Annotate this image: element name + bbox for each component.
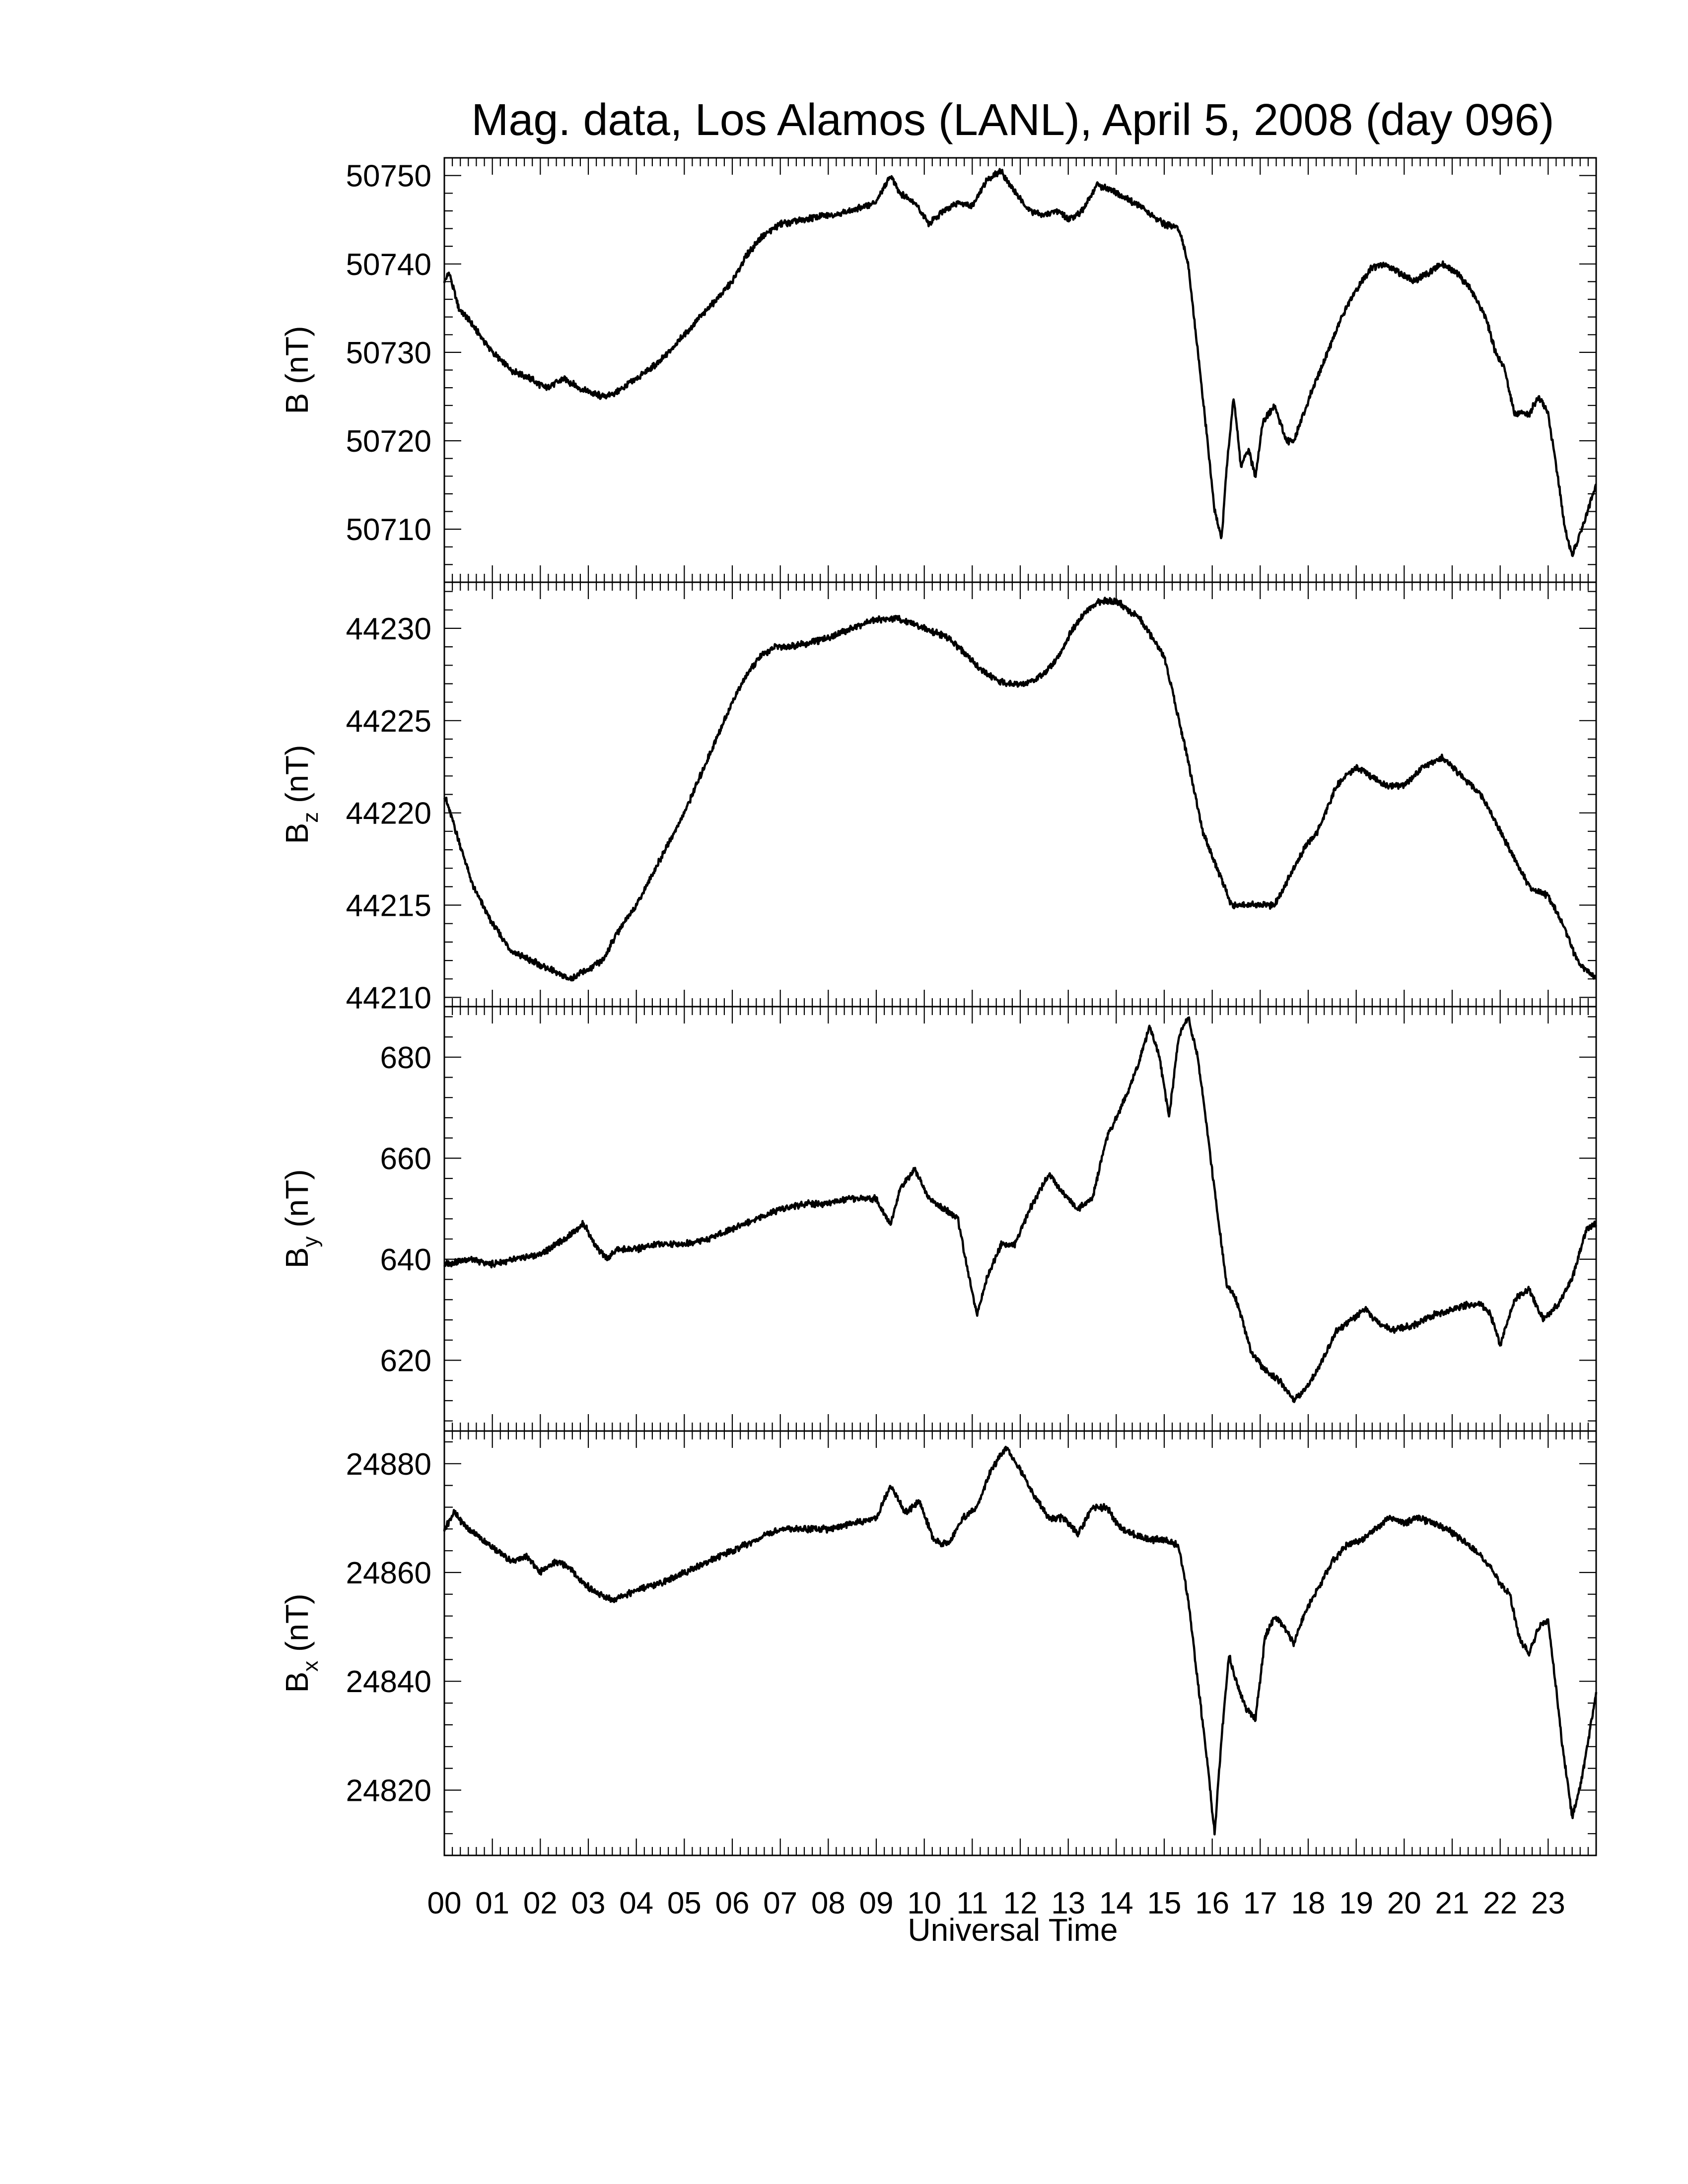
- series-line-Bz: [443, 597, 1597, 982]
- x-tick-label: 16: [1195, 1886, 1229, 1920]
- x-tick-label: 01: [475, 1886, 509, 1920]
- y-axis-label-main: B: [279, 393, 315, 414]
- y-tick-label: 44230: [346, 612, 431, 646]
- y-tick-label: 50740: [346, 248, 431, 282]
- y-ticks: [444, 1441, 1596, 1856]
- y-axis-label-unit: (nT): [279, 1169, 315, 1236]
- y-axis-label-main: B: [279, 823, 315, 844]
- y-tick-label: 24860: [346, 1556, 431, 1590]
- series-line-By: [443, 1016, 1598, 1403]
- y-tick-label: 640: [380, 1243, 431, 1277]
- y-axis-label-subscript: x: [298, 1661, 323, 1672]
- y-ticks: [444, 1016, 1596, 1422]
- panel-By: 620 640 660 680 By (nT): [279, 1006, 1598, 1432]
- x-tick-label: 19: [1339, 1886, 1373, 1920]
- y-axis-label-unit: (nT): [279, 326, 315, 393]
- x-tick-label: 08: [811, 1886, 845, 1920]
- y-tick-label: 24820: [346, 1774, 431, 1808]
- y-axis-label: Bx (nT): [279, 1594, 323, 1693]
- x-tick-label: 17: [1243, 1886, 1277, 1920]
- y-tick-label: 44225: [346, 704, 431, 739]
- x-tick-label: 04: [619, 1886, 653, 1920]
- y-ticks: [444, 591, 1596, 998]
- x-tick-label: 23: [1531, 1886, 1565, 1920]
- y-tick-label: 44210: [346, 981, 431, 1015]
- x-tick-label: 09: [859, 1886, 894, 1920]
- x-tick-label: 10: [907, 1886, 941, 1920]
- y-tick-label: 680: [380, 1041, 431, 1075]
- panel-Bx: 24820 24840 24860 24880 Bx (nT): [279, 1430, 1598, 1856]
- y-tick-label: 44215: [346, 889, 431, 923]
- figure-title: Mag. data, Los Alamos (LANL), April 5, 2…: [471, 95, 1554, 145]
- x-tick-label: 13: [1051, 1886, 1085, 1920]
- x-tick-label: 18: [1291, 1886, 1326, 1920]
- y-axis-label-main: B: [279, 1247, 315, 1269]
- y-tick-label: 24880: [346, 1447, 431, 1482]
- x-axis-label: Universal Time: [908, 1912, 1118, 1948]
- y-axis-label-unit: (nT): [279, 745, 315, 812]
- x-tick-label: 22: [1483, 1886, 1517, 1920]
- y-tick-label: 660: [380, 1142, 431, 1176]
- y-axis-label-subscript: y: [298, 1236, 323, 1247]
- x-tick-labels: 00 01 02 03 04 05 06 07 08 09 10 11 12 13 14 15 16 17 18 19…: [427, 1886, 1565, 1920]
- x-tick-label: 05: [667, 1886, 702, 1920]
- x-tick-label: 20: [1387, 1886, 1421, 1920]
- x-tick-label: 11: [956, 1886, 988, 1920]
- y-tick-label: 50720: [346, 424, 431, 459]
- x-tick-label: 14: [1099, 1886, 1133, 1920]
- x-tick-label: 00: [427, 1886, 462, 1920]
- series-line-B: [443, 168, 1597, 557]
- y-axis-label: By (nT): [279, 1169, 323, 1269]
- x-tick-label: 02: [523, 1886, 558, 1920]
- x-tick-label: 21: [1435, 1886, 1470, 1920]
- y-axis-label-subscript: z: [298, 812, 323, 823]
- x-ticks: [443, 158, 1597, 582]
- y-tick-label: 44220: [346, 797, 431, 831]
- x-ticks: [443, 1431, 1597, 1855]
- y-tick-label: 620: [380, 1344, 431, 1378]
- y-axis-label-main: B: [279, 1672, 315, 1693]
- y-tick-label: 24840: [346, 1665, 431, 1699]
- x-ticks: [443, 1007, 1597, 1431]
- y-tick-label: 50710: [346, 513, 431, 547]
- y-tick-label: 50730: [346, 336, 431, 370]
- y-axis-label: Bz (nT): [279, 745, 323, 844]
- x-tick-label: 07: [763, 1886, 797, 1920]
- x-tick-label: 03: [571, 1886, 606, 1920]
- x-tick-label: 06: [715, 1886, 750, 1920]
- x-tick-label: 15: [1147, 1886, 1182, 1920]
- y-axis-label-unit: (nT): [279, 1594, 315, 1661]
- y-axis-label: B (nT): [279, 326, 315, 414]
- panels: 50710 50720 50730 50740 50750 B (nT) 44210 4421…: [279, 157, 1598, 1856]
- y-tick-label: 50750: [346, 159, 431, 194]
- x-ticks: [443, 582, 1597, 1007]
- x-tick-label: 12: [1003, 1886, 1038, 1920]
- panel-B: 50710 50720 50730 50740 50750 B (nT): [279, 157, 1597, 583]
- series-line-Bx: [443, 1445, 1598, 1836]
